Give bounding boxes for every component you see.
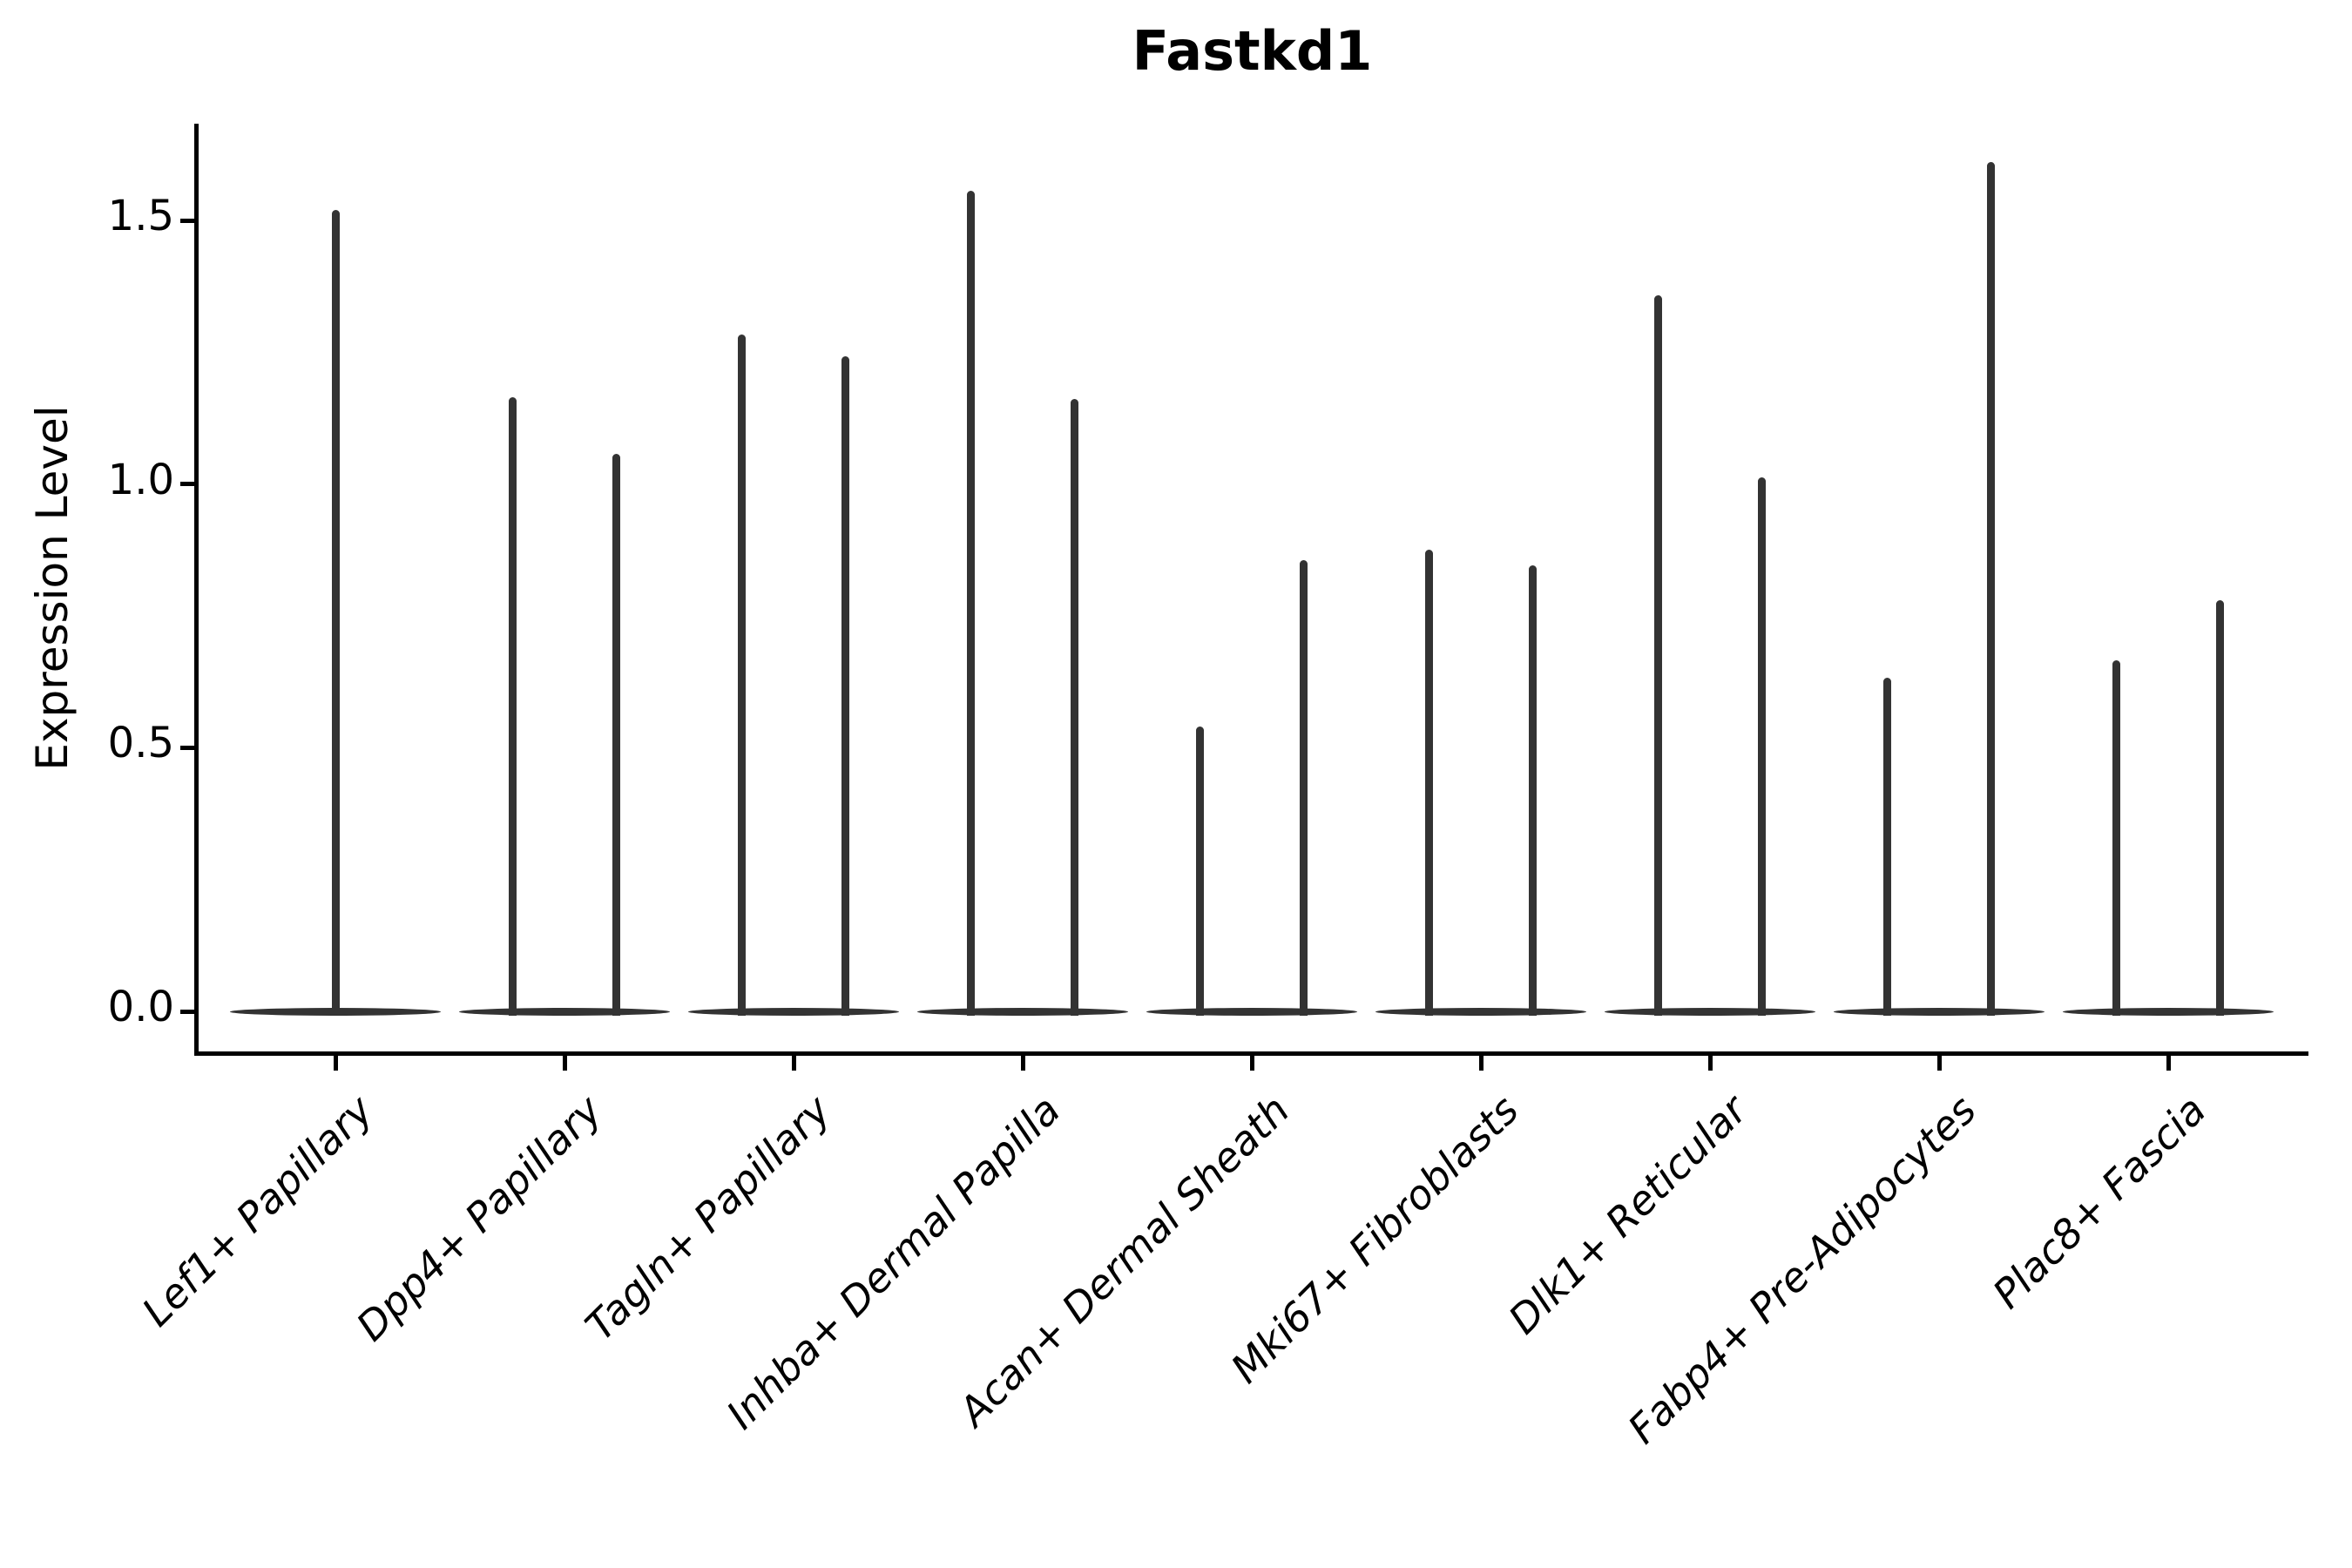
x-tick-mark — [1936, 1055, 1942, 1071]
y-tick-mark — [180, 482, 196, 487]
violin-base — [1605, 1007, 1815, 1016]
violin-base — [1375, 1007, 1586, 1016]
violin-base — [1834, 1007, 2044, 1016]
x-tick-mark — [791, 1055, 796, 1071]
x-tick-mark — [1707, 1055, 1713, 1071]
y-axis-label: Expression Level — [27, 405, 78, 771]
y-tick-mark — [180, 1009, 196, 1014]
violin-spike — [612, 454, 620, 1016]
y-tick-label: 1.0 — [107, 455, 174, 504]
x-axis-spine — [194, 1051, 2308, 1056]
violin-spike — [509, 396, 517, 1016]
x-tick-label: Dlk1+ Reticular — [1499, 1086, 1757, 1343]
violin-spike — [1425, 550, 1433, 1016]
x-tick-mark — [1020, 1055, 1025, 1071]
y-tick-mark — [180, 218, 196, 223]
violin-spike — [1987, 162, 1995, 1016]
y-tick-label: 0.0 — [107, 983, 174, 1031]
x-tick-mark — [2166, 1055, 2171, 1071]
violin-base — [1146, 1007, 1357, 1016]
violin-base — [688, 1007, 899, 1016]
violin-spike — [331, 209, 340, 1016]
violin-spike — [1300, 559, 1308, 1016]
violin-spike — [1758, 477, 1766, 1016]
x-tick-label: Lef1+ Papillary — [132, 1086, 382, 1335]
violin-base — [459, 1007, 670, 1016]
violin-spike — [967, 191, 975, 1016]
x-tick-label: Tagln+ Papillary — [576, 1086, 841, 1350]
violin-spike — [1654, 294, 1662, 1016]
violin-base — [2063, 1007, 2274, 1016]
x-tick-mark — [1249, 1055, 1254, 1071]
plot-title: Fastkd1 — [1132, 19, 1373, 83]
y-tick-label: 1.5 — [107, 192, 174, 240]
violin-spike — [1071, 399, 1078, 1016]
violin-base — [917, 1007, 1128, 1016]
violin-spike — [738, 334, 746, 1016]
violin-spike — [1196, 727, 1204, 1016]
x-tick-mark — [1478, 1055, 1484, 1071]
y-tick-mark — [180, 745, 196, 750]
x-tick-mark — [562, 1055, 567, 1071]
violin-spike — [1529, 565, 1537, 1016]
x-tick-label: Dpp4+ Papillary — [347, 1086, 612, 1350]
y-axis-spine — [194, 124, 199, 1056]
x-tick-label: Plac8+ Fascia — [1983, 1086, 2215, 1318]
violin-spike — [1883, 677, 1891, 1016]
x-tick-mark — [333, 1055, 338, 1071]
violin-spike — [2112, 660, 2120, 1016]
violin-spike — [2216, 599, 2224, 1016]
y-tick-label: 0.5 — [107, 719, 174, 768]
violin-spike — [841, 356, 849, 1016]
